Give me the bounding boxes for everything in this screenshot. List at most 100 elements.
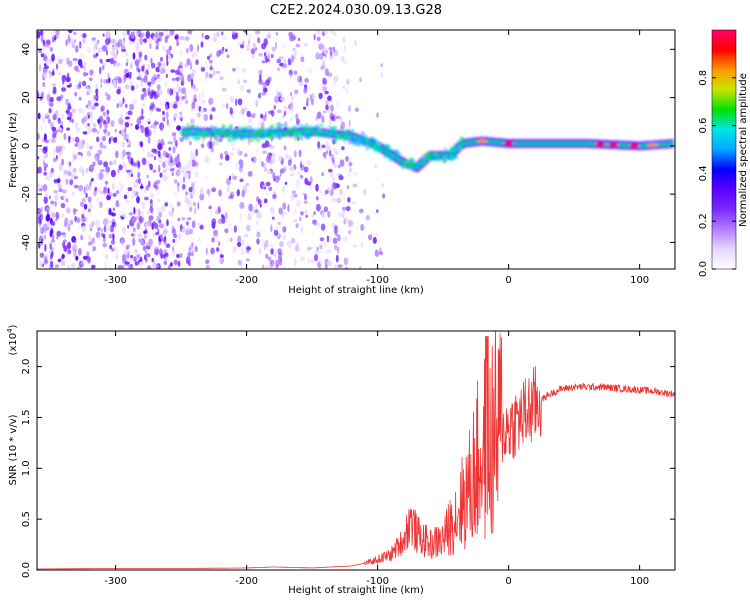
noise-blob — [98, 115, 104, 123]
noise-blob — [219, 76, 224, 81]
noise-blob — [353, 171, 358, 177]
noise-blob — [267, 58, 270, 62]
noise-blob — [337, 246, 340, 254]
noise-blob — [125, 164, 127, 171]
noise-blob — [204, 60, 208, 69]
noise-blob — [152, 35, 158, 43]
noise-blob — [105, 30, 111, 38]
noise-blob — [116, 103, 119, 109]
noise-blob — [55, 33, 59, 39]
noise-blob — [114, 128, 117, 133]
noise-blob — [256, 231, 261, 238]
ridge-hotspot — [503, 141, 514, 146]
noise-blob — [80, 33, 83, 38]
noise-blob — [115, 190, 120, 194]
noise-blob — [147, 121, 151, 125]
noise-blob — [341, 206, 347, 211]
noise-blob — [205, 71, 209, 78]
noise-blob — [293, 150, 297, 158]
noise-blob — [51, 212, 56, 218]
noise-blob — [59, 128, 64, 134]
noise-blob — [239, 178, 244, 183]
ridge-speckle — [329, 130, 333, 134]
noise-blob — [132, 237, 136, 246]
noise-blob — [156, 84, 161, 91]
noise-blob — [275, 259, 280, 267]
noise-blob — [325, 150, 329, 155]
noise-blob — [104, 180, 109, 185]
noise-blob — [175, 94, 180, 102]
noise-blob — [52, 113, 57, 121]
noise-blob — [243, 79, 248, 84]
noise-blob — [267, 30, 271, 37]
noise-blob — [228, 223, 233, 227]
noise-blob — [236, 189, 240, 197]
ridge-speckle — [234, 136, 239, 140]
noise-blob — [137, 162, 140, 170]
noise-blob — [218, 137, 223, 143]
noise-blob — [99, 141, 104, 149]
noise-blob — [102, 233, 106, 239]
noise-blob — [237, 235, 242, 244]
noise-blob — [59, 145, 62, 151]
ridge-speckle — [299, 124, 304, 128]
noise-blob — [290, 37, 293, 42]
colorbar-tick-label: 0.4 — [698, 165, 709, 181]
noise-blob — [172, 161, 176, 169]
ridge-speckle — [375, 145, 379, 148]
noise-blob — [174, 112, 178, 119]
noise-blob — [138, 51, 143, 58]
y-tick-label: 0.5 — [21, 511, 32, 527]
y-tick-label: -20 — [21, 186, 32, 202]
noise-blob — [203, 77, 207, 82]
ridge-speckle — [278, 124, 282, 128]
noise-blob — [153, 130, 156, 134]
noise-blob — [166, 219, 169, 227]
y-tick-label: 2.0 — [21, 359, 32, 375]
noise-blob — [83, 65, 86, 72]
noise-blob — [50, 200, 55, 205]
noise-blob — [118, 100, 122, 106]
noise-blob — [172, 238, 175, 243]
noise-blob — [140, 210, 144, 217]
noise-blob — [191, 159, 196, 168]
noise-blob — [51, 220, 56, 226]
noise-blob — [309, 85, 312, 91]
spectrogram-x-label: Height of straight line (km) — [288, 285, 424, 296]
noise-blob — [342, 236, 348, 243]
noise-blob — [180, 49, 183, 56]
noise-blob — [41, 228, 47, 234]
noise-blob — [158, 223, 164, 229]
noise-blob — [54, 110, 59, 118]
noise-blob — [53, 190, 58, 194]
noise-blob — [264, 265, 269, 269]
noise-blob — [56, 96, 62, 102]
noise-blob — [221, 35, 227, 41]
noise-blob — [140, 141, 143, 148]
noise-blob — [245, 258, 251, 262]
noise-blob — [67, 103, 71, 110]
noise-blob — [74, 121, 79, 129]
noise-blob — [128, 41, 134, 45]
noise-blob — [327, 95, 332, 102]
colorbar-tick-label: 0.2 — [698, 213, 709, 229]
noise-blob — [101, 65, 105, 71]
noise-blob — [54, 34, 57, 41]
noise-blob — [60, 256, 64, 261]
ridge-speckle — [180, 131, 184, 135]
noise-blob — [128, 139, 131, 147]
ridge-speckle — [324, 130, 328, 134]
noise-blob — [301, 192, 306, 196]
noise-blob — [83, 186, 86, 195]
noise-blob — [42, 46, 45, 52]
noise-blob — [66, 72, 70, 78]
noise-blob — [49, 230, 53, 238]
noise-blob — [329, 150, 332, 157]
noise-blob — [295, 179, 300, 184]
noise-blob — [105, 173, 109, 178]
noise-blob — [140, 32, 145, 38]
noise-blob — [43, 133, 47, 141]
noise-blob — [167, 88, 170, 94]
ridge-speckle — [443, 148, 448, 152]
noise-blob — [277, 109, 282, 114]
